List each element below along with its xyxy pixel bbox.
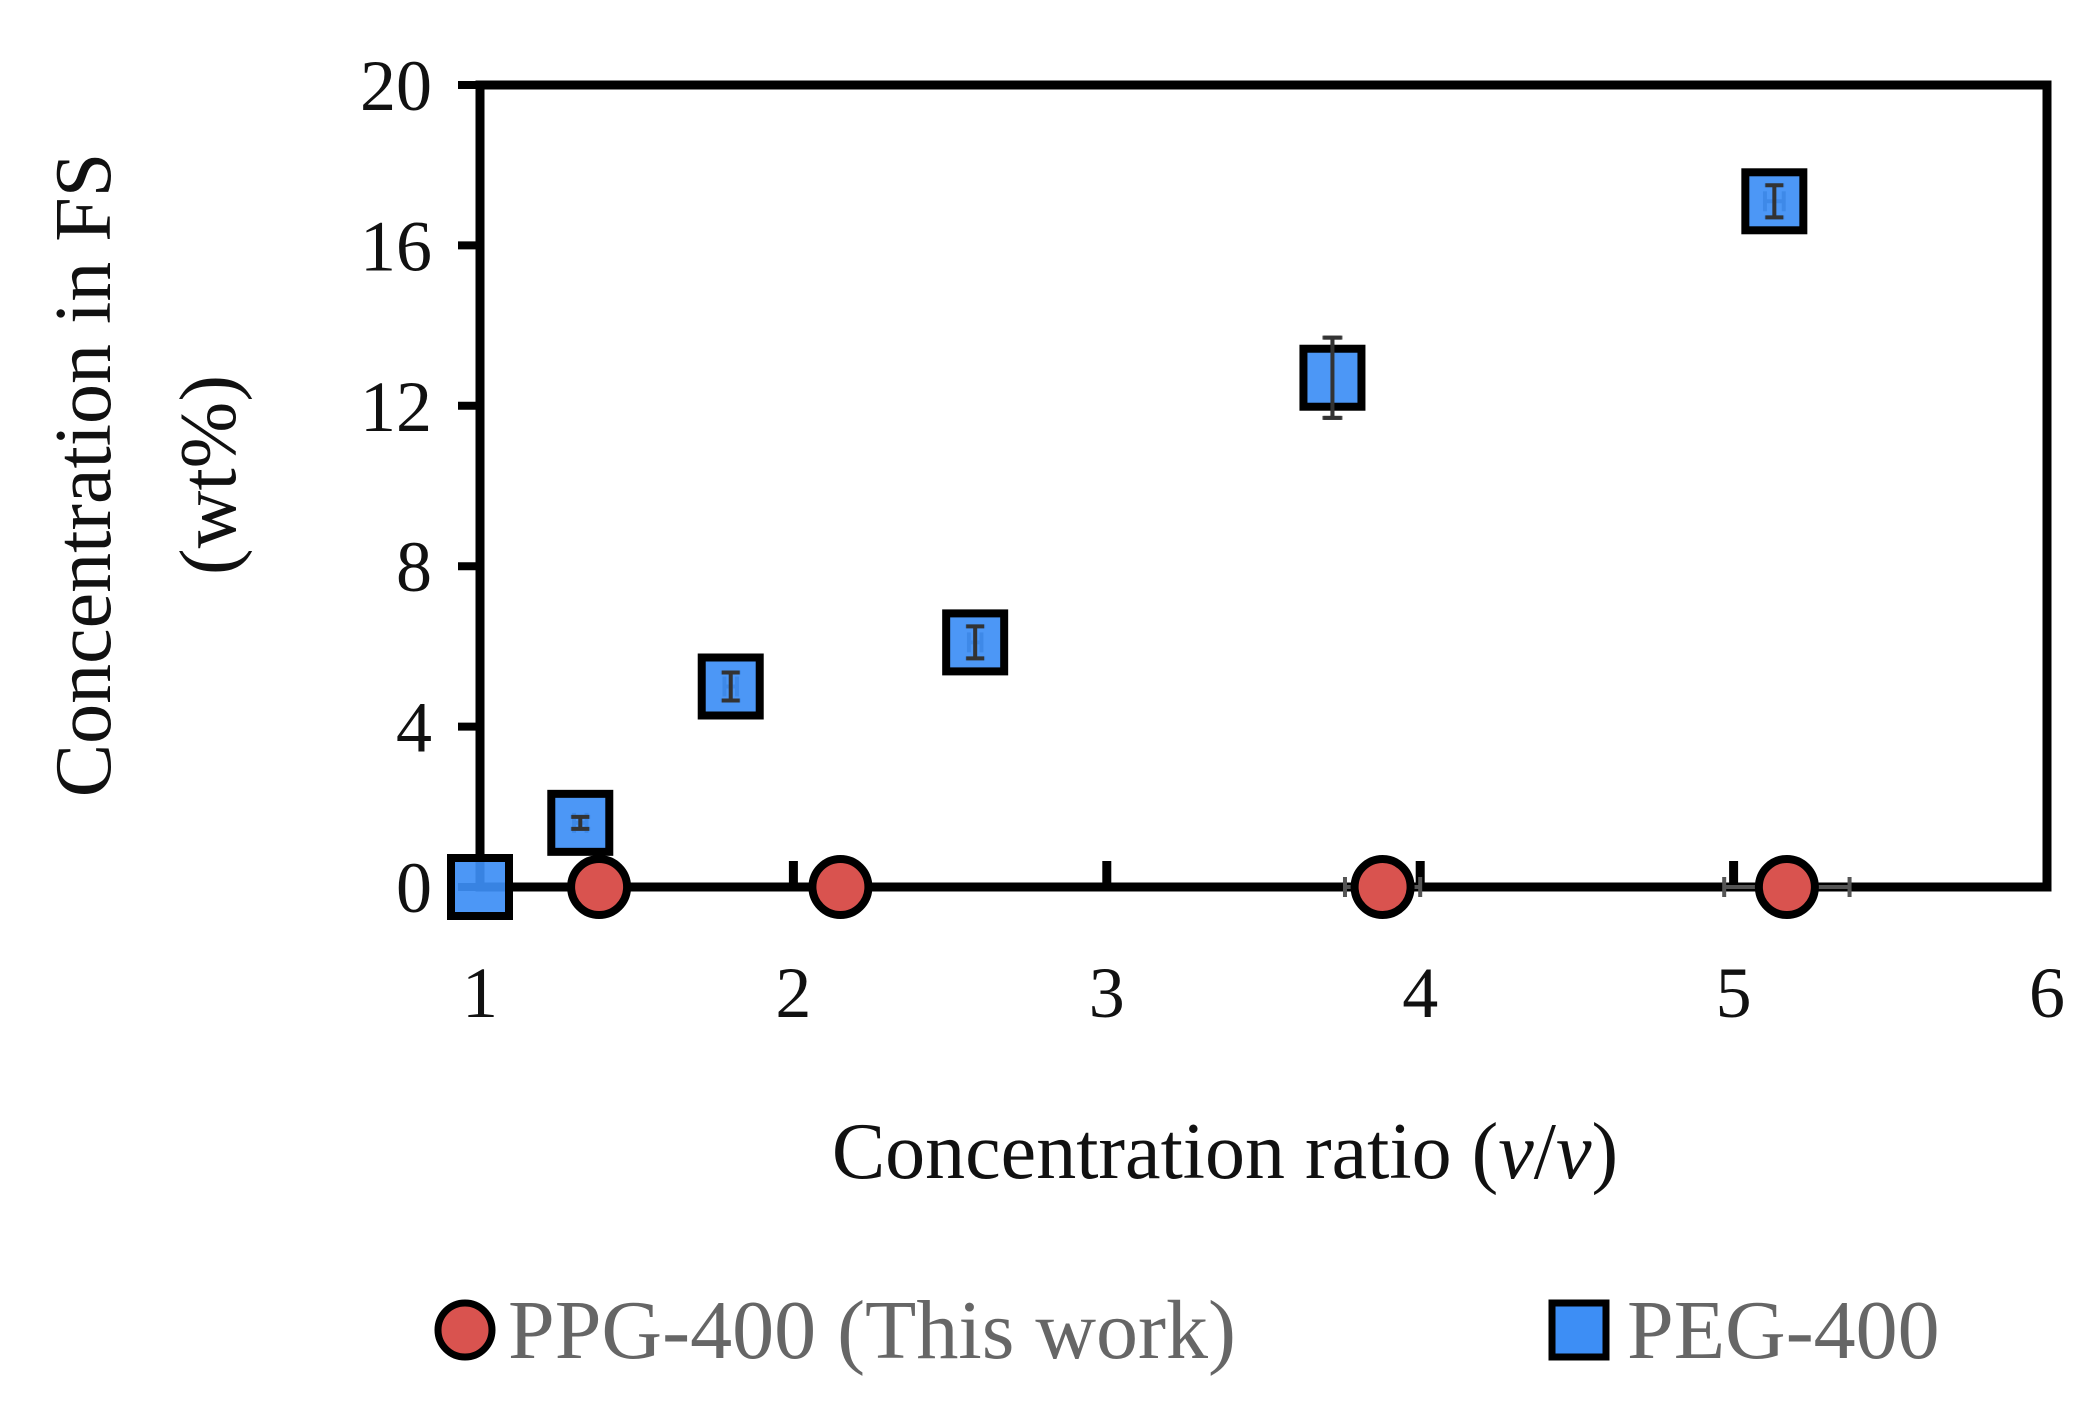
x-axis-title: Concentration ratio (v/v) [832,1108,1618,1196]
ppg-400-point [1754,855,1819,919]
ppg-400-point [1350,855,1415,919]
y-axis-title-line2: (wt%) [165,375,253,575]
legend: PPG-400 (This work) PEG-400 [434,1284,1940,1377]
y-tick-label: 16 [360,206,432,286]
data-points [447,168,1819,920]
x-tick-label: 4 [1402,953,1438,1033]
legend-label-ppg-400: PPG-400 (This work) [508,1284,1236,1377]
peg-400-point [447,854,513,920]
legend-marker-peg-400 [1548,1299,1610,1361]
y-tick-label: 8 [396,527,432,607]
legend-marker-ppg-400 [434,1299,496,1361]
x-tick-label: 6 [2029,953,2065,1033]
x-tick-label: 2 [775,953,811,1033]
plot-area-frame [475,80,2052,892]
x-tick-labels: 1 2 3 4 5 6 [462,953,2065,1033]
ppg-400-point [567,855,632,919]
error-bars [570,183,1852,897]
y-tick-label: 20 [360,46,432,126]
y-axis-title-line1: Concentration in FS [40,153,128,797]
ppg-400-point [808,855,873,919]
y-tick-label: 0 [396,848,432,928]
x-tick-label: 5 [1716,953,1752,1033]
legend-label-peg-400: PEG-400 [1627,1284,1940,1377]
x-tick-label: 3 [1089,953,1125,1033]
x-tick-label: 1 [462,953,498,1033]
y-tick-label: 12 [360,367,432,447]
y-tick-labels: 0 4 8 12 16 20 [360,46,432,928]
y-tick-label: 4 [396,688,432,768]
